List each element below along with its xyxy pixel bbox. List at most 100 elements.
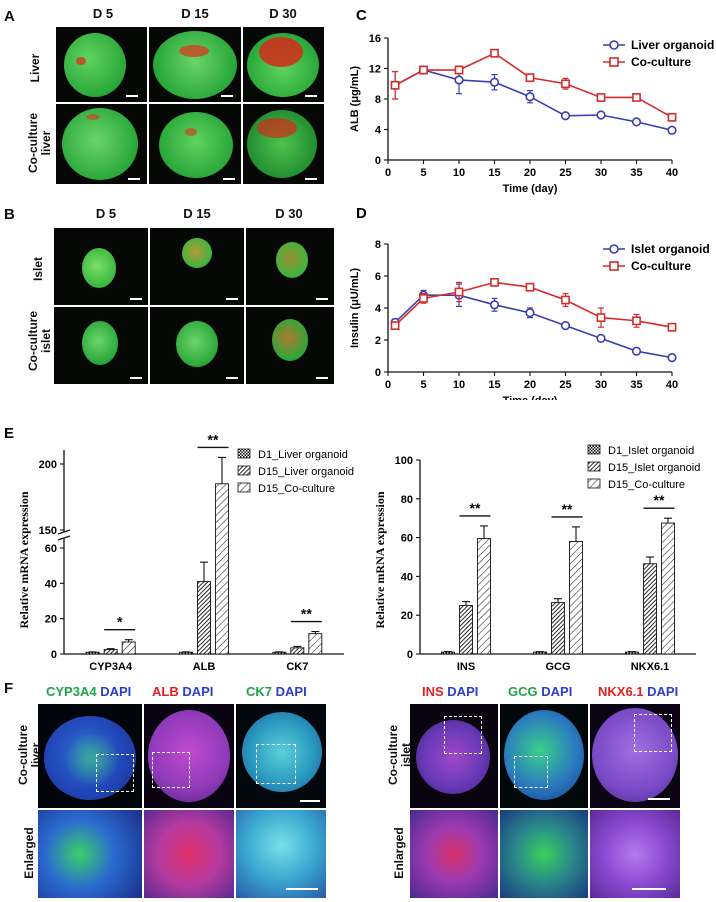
legend-marker (609, 244, 619, 254)
data-point (419, 65, 428, 75)
micro-a-coculture-d5 (56, 104, 147, 184)
bar (533, 651, 547, 655)
legend-label: Co-culture (631, 55, 691, 69)
bar (643, 563, 657, 655)
micro-f-cyp3a4-enlarged (38, 810, 142, 898)
f-title-ck7-dapi: DAPI (275, 684, 307, 699)
data-point (490, 278, 499, 287)
data-point (667, 112, 677, 122)
y-tick-label: 6 (375, 271, 381, 283)
micro-f-ins-enlarged (410, 810, 498, 898)
significance-label: ** (208, 431, 219, 447)
bar (477, 538, 491, 655)
f-title-ck7: CK7 DAPI (246, 684, 307, 699)
f-title-ins-dapi: DAPI (447, 684, 479, 699)
data-point (560, 320, 571, 331)
legend-label: Islet organoid (631, 242, 710, 256)
x-axis-label: Time (day) (503, 395, 558, 400)
data-point (489, 77, 500, 87)
y-tick-label: 20 (45, 614, 57, 626)
y-tick-label: 12 (369, 64, 381, 76)
data-point (596, 313, 606, 322)
data-point (561, 79, 570, 89)
bar (308, 633, 323, 655)
y-tick-label: 0 (375, 367, 381, 379)
panel-label-e: E (4, 425, 14, 442)
y-axis-label: Relative mRNA expression (17, 491, 31, 628)
data-point (490, 48, 499, 58)
series-line-0 (394, 294, 673, 359)
data-point (454, 65, 464, 75)
axis-break-mark (57, 535, 71, 541)
data-point (596, 93, 606, 102)
panel-label-a: A (4, 8, 15, 25)
category-label: CYP3A4 (89, 661, 133, 673)
bar (215, 483, 229, 655)
x-tick-label: 30 (595, 379, 607, 391)
f-row-label-enlarged-left: Enlarged (22, 827, 36, 879)
x-tick-label: 0 (385, 379, 391, 391)
legend-marker (609, 261, 619, 271)
legend-label: D15_Islet organoid (608, 462, 700, 474)
x-tick-label: 35 (630, 167, 642, 179)
f-title-alb-dapi: DAPI (182, 684, 214, 699)
y-tick-label: 8 (375, 94, 381, 106)
x-tick-label: 30 (595, 167, 607, 179)
data-point (525, 92, 535, 102)
x-tick-label: 40 (666, 167, 678, 179)
micro-b-islet-d15 (150, 228, 244, 305)
legend-swatch (587, 461, 601, 472)
data-point (631, 117, 642, 127)
data-point (596, 110, 606, 120)
micro-a-coculture-d15 (149, 104, 241, 184)
data-point (667, 322, 677, 332)
data-point (560, 111, 571, 121)
micro-f-ck7 (236, 704, 326, 808)
legend-swatch (237, 482, 251, 493)
x-tick-label: 20 (524, 379, 536, 391)
panel-label-b: B (4, 206, 15, 223)
micro-f-ck7-enlarged (236, 810, 326, 898)
panel-label-f: F (4, 680, 14, 697)
y-axis-label: Relative mRNA expression (373, 491, 387, 628)
f-title-ins: INS DAPI (422, 684, 478, 699)
category-label: CK7 (286, 661, 308, 673)
f-title-nkx61-dapi: DAPI (647, 684, 679, 699)
chart-e2: 0 20 40 60 80 100 Relative mRNA expression INS *… (373, 444, 700, 673)
y-tick-label: 100 (395, 455, 413, 467)
legend-label: Co-culture (631, 259, 691, 273)
bar (197, 581, 211, 655)
y-tick-label: 200 (39, 459, 57, 471)
f-title-alb: ALB DAPI (152, 684, 213, 699)
data-point (596, 333, 606, 343)
bar (459, 605, 473, 655)
bar (290, 647, 305, 655)
significance-label: * (117, 614, 123, 630)
bar (85, 651, 100, 655)
legend-swatch (237, 465, 251, 476)
axis-break-mark (57, 529, 71, 535)
data-point (632, 316, 641, 326)
data-point (561, 295, 570, 305)
x-tick-label: 15 (488, 167, 500, 179)
micro-a-liver-d30 (243, 27, 324, 102)
y-tick-label: 8 (375, 239, 381, 251)
y-tick-label: 2 (375, 335, 381, 347)
micro-b-islet-d5 (54, 228, 148, 305)
col-title-d15: D 15 (181, 6, 209, 21)
significance-label: ** (470, 500, 481, 516)
significance-label: ** (301, 606, 312, 622)
bar (661, 522, 675, 655)
bar (121, 641, 136, 655)
legend-marker (609, 57, 619, 67)
micro-f-alb-enlarged (144, 810, 234, 898)
micro-a-liver-d15 (149, 27, 241, 102)
x-tick-label: 35 (630, 379, 642, 391)
micro-a-coculture-d30 (243, 104, 324, 184)
legend-label: D1_Islet organoid (608, 445, 694, 457)
data-point (632, 93, 641, 102)
legend-label: D1_Liver organoid (258, 449, 348, 461)
row-label-islet: Islet (31, 257, 45, 282)
x-tick-label: 15 (488, 379, 500, 391)
x-tick-label: 0 (385, 167, 391, 179)
